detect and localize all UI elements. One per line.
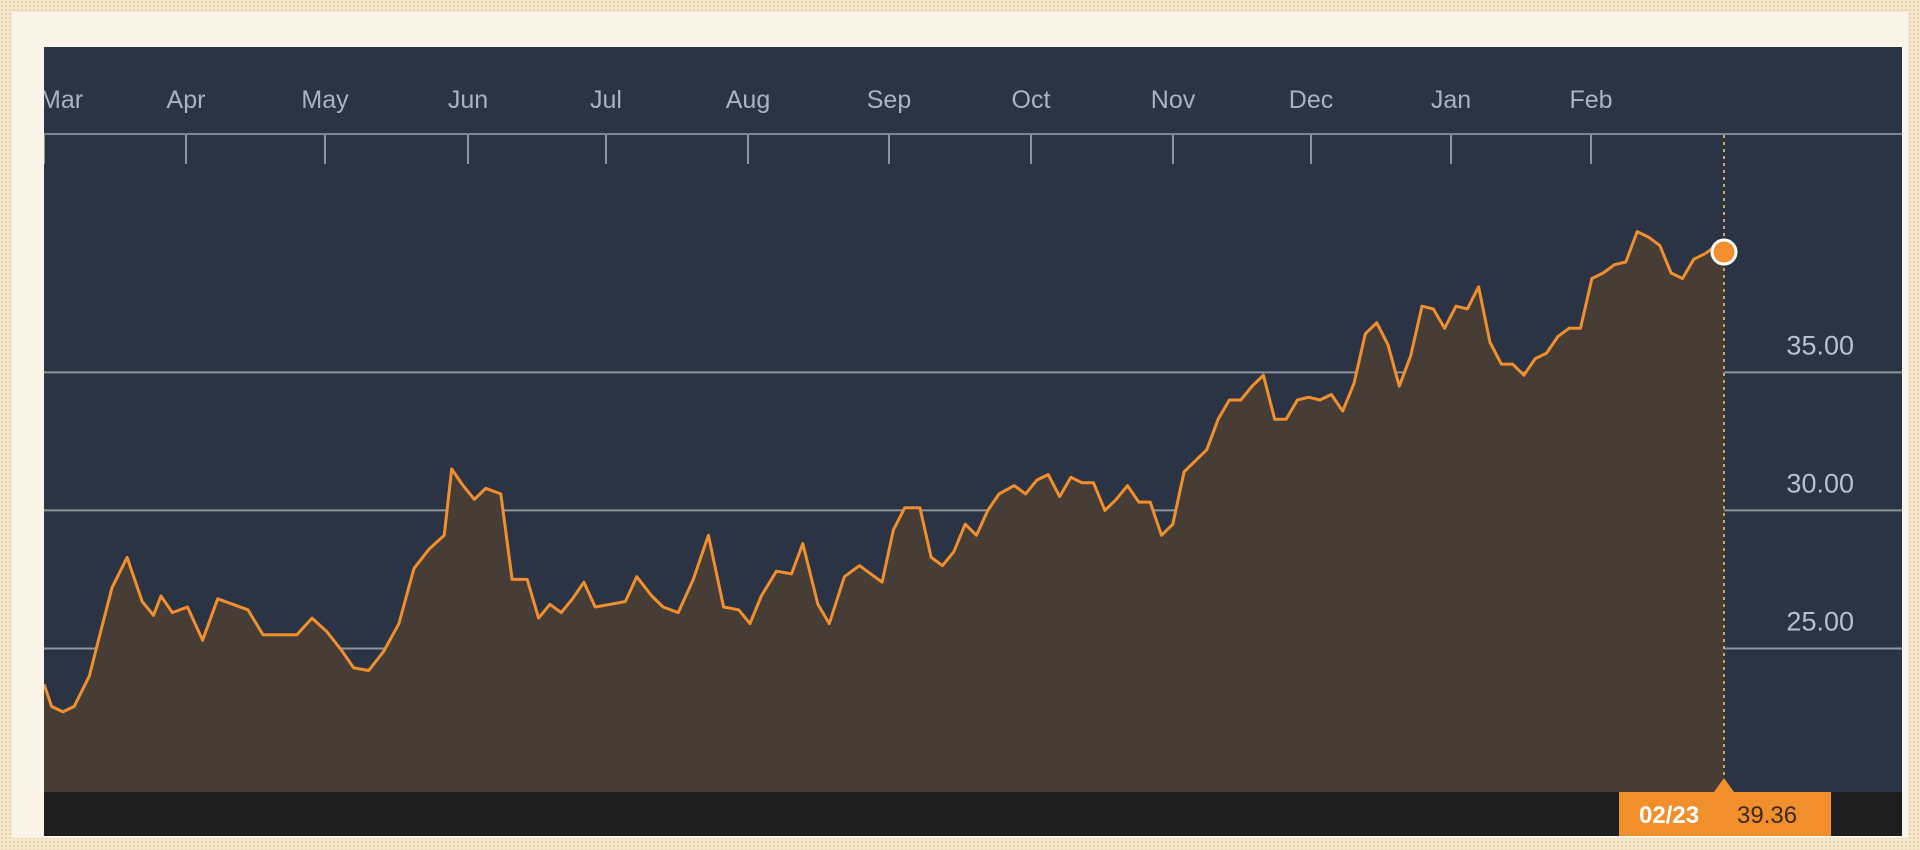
month-label: Mar	[44, 86, 83, 114]
month-label: Feb	[1569, 86, 1612, 114]
month-label: May	[301, 86, 349, 114]
y-tick-label: 30.00	[1786, 468, 1854, 498]
month-label: Jan	[1431, 86, 1471, 114]
value-tooltip: 02/23 39.36	[1619, 778, 1831, 836]
tooltip-box	[1619, 792, 1831, 836]
y-axis-labels: 25.00 30.00 35.00	[1786, 330, 1854, 636]
selected-point-marker[interactable]	[1710, 238, 1738, 266]
month-label: Aug	[726, 86, 770, 114]
y-tick-label: 25.00	[1786, 606, 1854, 636]
month-ticks	[44, 135, 1592, 164]
month-label: Oct	[1012, 86, 1051, 114]
tooltip-date: 02/23	[1639, 802, 1699, 829]
month-label: Jul	[590, 86, 622, 114]
y-tick-label: 35.00	[1786, 330, 1854, 360]
month-label: Apr	[167, 86, 206, 114]
month-label: Nov	[1151, 86, 1196, 114]
tooltip-value: 39.36	[1737, 802, 1797, 829]
tooltip-pointer	[1714, 778, 1734, 792]
price-area	[44, 231, 1724, 793]
month-label: Jun	[448, 86, 488, 114]
bottom-bar	[44, 792, 1902, 836]
price-chart[interactable]: Mar Apr May Jun Jul Aug Sep Oct Nov Dec Jan Feb 25.…	[44, 47, 1902, 836]
month-label: Dec	[1289, 86, 1333, 114]
price-line	[44, 230, 1725, 714]
month-label: Sep	[867, 86, 911, 114]
month-labels: Mar Apr May Jun Jul Aug Sep Oct Nov Dec Jan Feb	[44, 86, 1613, 114]
chart-frame: Mar Apr May Jun Jul Aug Sep Oct Nov Dec Jan Feb 25.…	[12, 12, 1908, 838]
